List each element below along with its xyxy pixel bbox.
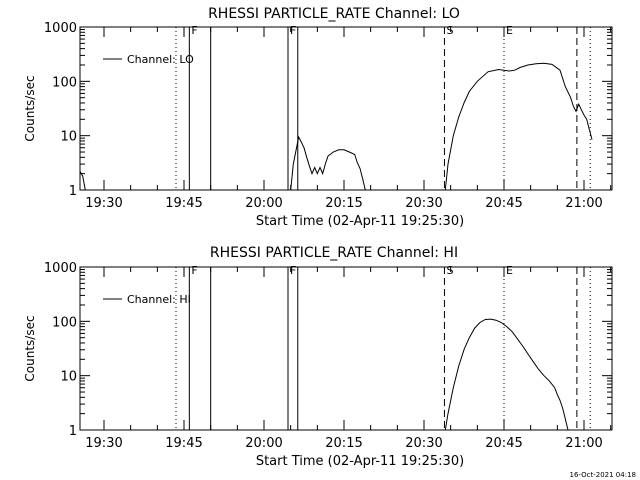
x-tick-label: 21:00 [565, 436, 602, 451]
chart-title: RHESSI PARTICLE_RATE Channel: HI [210, 245, 458, 261]
y-tick-label: 1000 [44, 261, 77, 276]
x-tick-label: 19:30 [85, 196, 122, 211]
event-marker-label: F [290, 264, 296, 277]
x-axis-label: Start Time (02-Apr-11 19:25:30) [256, 214, 464, 229]
y-tick-label: 1 [69, 184, 77, 199]
x-tick-label: 19:30 [85, 436, 122, 451]
y-axis-label: Counts/sec [23, 315, 37, 381]
event-marker-label: S [446, 24, 453, 37]
event-marker-label: E [506, 264, 513, 277]
plot-frame [79, 26, 613, 191]
x-tick-label: 20:15 [325, 196, 362, 211]
y-tick-label: 10 [60, 370, 77, 385]
chart-title: RHESSI PARTICLE_RATE Channel: LO [208, 6, 460, 22]
y-tick-label: 1 [69, 424, 77, 439]
event-marker-label: E [506, 24, 513, 37]
x-tick-label: 20:45 [485, 196, 522, 211]
x-tick-label: 20:00 [245, 436, 282, 451]
chart-panel-lo: RHESSI PARTICLE_RATE Channel: LO Counts/s… [23, 6, 613, 229]
x-tick-label: 19:45 [165, 436, 202, 451]
series-line [290, 135, 366, 191]
series-line [79, 171, 86, 191]
legend-entry: Channel: HI [127, 293, 191, 306]
x-tick-label: 20:45 [485, 436, 522, 451]
y-tick-label: 100 [52, 315, 77, 330]
event-marker-label: S [446, 264, 453, 277]
series-line [444, 318, 569, 431]
y-tick-label: 1000 [44, 21, 77, 36]
event-marker-label: F [290, 24, 296, 37]
y-tick-label: 100 [52, 75, 77, 90]
x-tick-label: 20:00 [245, 196, 282, 211]
x-tick-label: 21:00 [565, 196, 602, 211]
y-axis-label: Counts/sec [23, 75, 37, 141]
event-marker-label: F [191, 24, 197, 37]
x-axis-label: Start Time (02-Apr-11 19:25:30) [256, 454, 464, 469]
x-tick-label: 20:15 [325, 436, 362, 451]
y-tick-label: 10 [60, 130, 77, 145]
plot-frame [79, 266, 613, 431]
x-tick-label: 19:45 [165, 196, 202, 211]
event-marker-label: F [191, 264, 197, 277]
chart-panel-hi: RHESSI PARTICLE_RATE Channel: HI Counts/s… [23, 245, 613, 469]
series-line [444, 62, 593, 191]
x-tick-label: 20:30 [405, 436, 442, 451]
legend-entry: Channel: LO [127, 53, 194, 66]
generated-timestamp: 16-Oct-2021 04:18 [570, 471, 636, 479]
x-tick-label: 20:30 [405, 196, 442, 211]
